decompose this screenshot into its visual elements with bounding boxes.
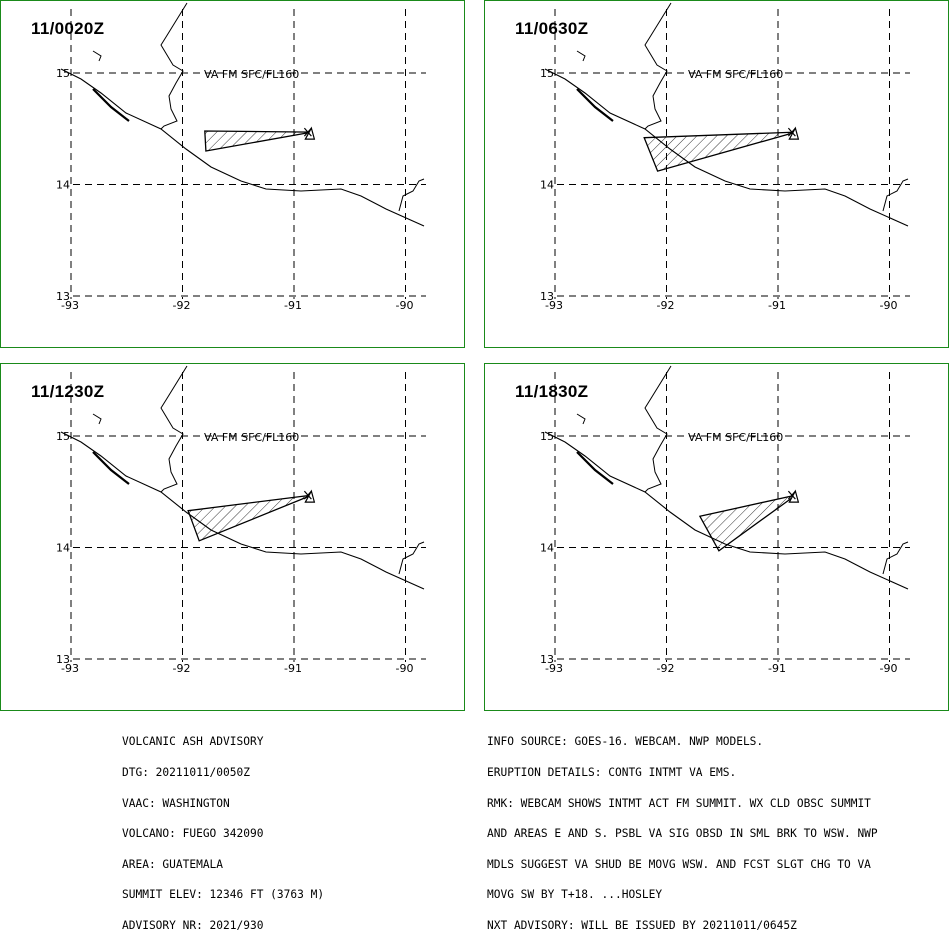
advisory-line: VOLCANIC ASH ADVISORY <box>122 735 264 749</box>
ash-level-label: VA FM SFC/FL160 <box>688 68 783 81</box>
country-border <box>576 50 586 62</box>
forecast-panel-3: 15 14 13 -93 -92 -91 -90 VA FM SFC/FL160 11/123… <box>0 363 465 711</box>
advisory-remarks-block: INFO SOURCE: GOES-16. WEBCAM. NWP MODELS… <box>487 717 878 941</box>
ash-cloud-polygon <box>187 494 313 542</box>
lat-label: 15 <box>540 430 554 443</box>
lat-label: 14 <box>56 179 70 192</box>
ash-cloud-polygon <box>698 494 797 552</box>
volcano-cross <box>787 490 796 500</box>
lat-label: 15 <box>56 67 70 80</box>
lon-label: -90 <box>396 662 414 675</box>
lon-label: -92 <box>657 662 675 675</box>
lon-label: -90 <box>880 662 898 675</box>
advisory-line: AREA: GUATEMALA <box>122 857 224 871</box>
volcano-cross <box>303 490 312 500</box>
lon-label: -91 <box>768 299 786 312</box>
advisory-line: SUMMIT ELEV: 12346 FT (3763 M) <box>122 888 325 902</box>
country-border <box>882 178 909 212</box>
lon-label: -93 <box>545 662 563 675</box>
country-border <box>644 2 672 130</box>
advisory-line: DTG: 20211011/0050Z <box>122 766 250 779</box>
advisory-line: ERUPTION DETAILS: CONTG INTMT VA EMS. <box>487 766 737 779</box>
ash-level-label: VA FM SFC/FL160 <box>204 68 299 81</box>
coastline <box>544 68 909 227</box>
advisory-line: MDLS SUGGEST VA SHUD BE MOVG WSW. AND FC… <box>487 857 871 871</box>
map-svg: 15 14 13-93 -92 -91 -90 VA FM SFC/FL160 <box>540 365 910 675</box>
forecast-panel-2: 15 14 13 -93 -92 -91 -90 VA FM SFC/FL160 11/063… <box>484 0 949 348</box>
coastline-bold <box>576 451 614 485</box>
forecast-panel-4: 15 14 13 -93 -92 -91 -90 VA FM SFC/FL160 11/183… <box>484 363 949 711</box>
lat-label: 13 <box>56 653 70 666</box>
country-border <box>398 541 425 575</box>
advisory-line: ADVISORY NR: 2021/930 <box>122 918 264 932</box>
lon-label: -90 <box>880 299 898 312</box>
volcano-cross <box>303 127 312 137</box>
map-svg: 15 14 13-93 -92 -91 -90 VA FM SFC/FL160 <box>540 2 910 312</box>
country-border <box>92 413 102 425</box>
country-border <box>882 541 909 575</box>
lon-label: -91 <box>284 299 302 312</box>
coastline <box>544 431 909 590</box>
lon-label: -93 <box>61 662 79 675</box>
coastline-bold <box>92 88 130 122</box>
lon-label: -93 <box>61 299 79 312</box>
lat-label: 15 <box>56 430 70 443</box>
country-border <box>398 178 425 212</box>
advisory-header-block: VOLCANIC ASH ADVISORY DTG: 20211011/0050… <box>122 717 324 941</box>
panel-time: 11/0630Z <box>515 19 589 38</box>
lat-label: 14 <box>540 542 554 555</box>
coastline-bold <box>92 451 130 485</box>
lon-label: -93 <box>545 299 563 312</box>
lat-label: 13 <box>540 290 554 303</box>
country-border <box>160 2 188 130</box>
country-border <box>576 413 586 425</box>
advisory-line: RMK: WEBCAM SHOWS INTMT ACT FM SUMMIT. W… <box>487 796 871 810</box>
lon-label: -92 <box>173 662 191 675</box>
country-border <box>160 365 188 493</box>
panel-time: 11/1830Z <box>515 382 589 401</box>
advisory-line: AND AREAS E AND S. PSBL VA SIG OBSD IN S… <box>487 827 878 841</box>
ash-cloud-polygon <box>204 130 312 152</box>
coastline-bold <box>576 88 614 122</box>
advisory-line: MOVG SW BY T+18. ...HOSLEY <box>487 888 663 902</box>
ash-level-label: VA FM SFC/FL160 <box>204 431 299 444</box>
panel-time: 11/1230Z <box>31 382 105 401</box>
lon-label: -92 <box>173 299 191 312</box>
coastline <box>60 68 425 227</box>
country-border <box>92 50 102 62</box>
coastline <box>60 431 425 590</box>
lon-label: -91 <box>284 662 302 675</box>
volcano-cross <box>787 127 796 137</box>
lat-label: 13 <box>540 653 554 666</box>
advisory-line: VOLCANO: FUEGO 342090 <box>122 827 264 841</box>
panel-time: 11/0020Z <box>31 19 105 38</box>
advisory-line: NXT ADVISORY: WILL BE ISSUED BY 20211011… <box>487 918 797 932</box>
lon-label: -90 <box>396 299 414 312</box>
forecast-panel-1: 15 14 13 -93 -92 -91 -90 VA FM SFC/FL160 11/002… <box>0 0 465 348</box>
advisory-line: INFO SOURCE: GOES-16. WEBCAM. NWP MODELS… <box>487 735 764 749</box>
lon-label: -92 <box>657 299 675 312</box>
country-border <box>644 365 672 493</box>
lat-label: 14 <box>56 542 70 555</box>
lat-label: 13 <box>56 290 70 303</box>
advisory-line: VAAC: WASHINGTON <box>122 796 230 810</box>
map-svg: 15 14 13-93 -92 -91 -90 VA FM SFC/FL160 <box>56 2 426 312</box>
lat-label: 14 <box>540 179 554 192</box>
ash-level-label: VA FM SFC/FL160 <box>688 431 783 444</box>
lat-label: 15 <box>540 67 554 80</box>
map-svg: 15 14 13-93 -92 -91 -90 VA FM SFC/FL160 <box>56 365 426 675</box>
ash-cloud-polygon <box>643 131 796 172</box>
lon-label: -91 <box>768 662 786 675</box>
